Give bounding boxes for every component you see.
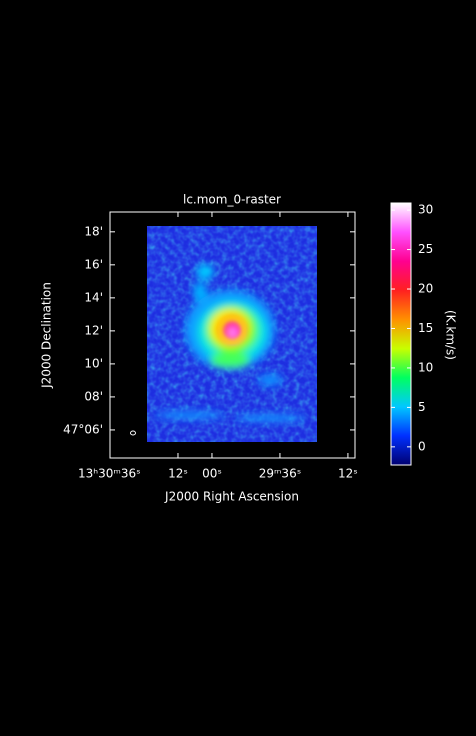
colorbar-tick-label: 25 [418, 242, 433, 256]
y-axis-label: J2000 Declination [40, 282, 54, 389]
colorbar-label: (K.km/s) [444, 310, 458, 360]
y-tick-label: 12' [84, 323, 103, 337]
colorbar-tick-label: 30 [418, 203, 433, 217]
x-tick-label: 12ˢ [168, 467, 188, 481]
x-axis-label: J2000 Right Ascension [164, 490, 299, 504]
x-tick-label: 29ᵐ36ˢ [259, 467, 302, 481]
colorbar-tick-label: 5 [418, 400, 426, 414]
colorbar [390, 202, 412, 466]
y-tick-label: 18' [84, 224, 103, 238]
y-tick-label: 14' [84, 290, 103, 304]
colorbar-tick-label: 15 [418, 321, 433, 335]
colorbar-tick-label: 0 [418, 439, 426, 453]
y-tick-label: 16' [84, 257, 103, 271]
colorbar-tick-label: 20 [418, 282, 433, 296]
beam [130, 430, 136, 436]
x-tick-label: 00ˢ [202, 467, 222, 481]
x-tick-label: 12ˢ [338, 467, 358, 481]
x-tick-label: 13ʰ30ᵐ36ˢ [78, 467, 141, 481]
y-tick-label: 08' [84, 389, 103, 403]
chart-title: lc.mom_0-raster [183, 193, 281, 207]
y-tick-label: 10' [84, 356, 103, 370]
frame [109, 211, 356, 459]
y-tick-label: 47°06' [63, 422, 103, 436]
moment-map [147, 226, 317, 442]
colorbar-tick-label: 10 [418, 360, 433, 374]
